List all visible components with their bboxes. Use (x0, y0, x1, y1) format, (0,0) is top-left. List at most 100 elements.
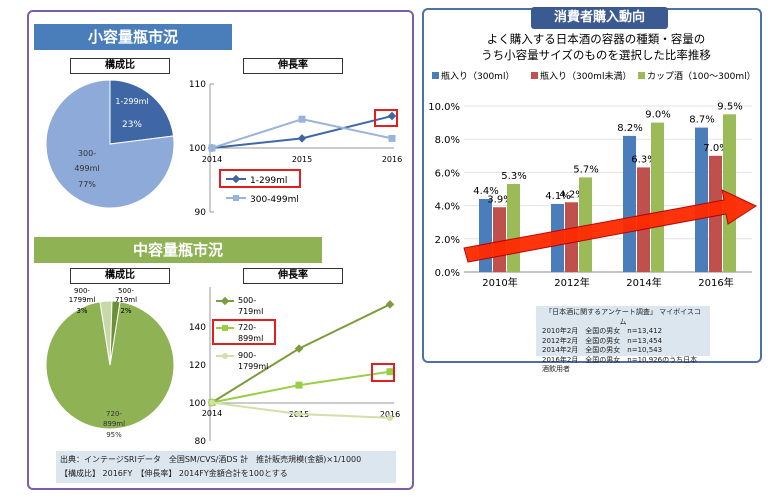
small-comp-label: 構成比 (70, 58, 170, 74)
y-tick-label: 4.0% (435, 202, 460, 213)
mid-legend-text-3a: 900- (238, 351, 256, 360)
bar-value-label: 4.2% (559, 189, 584, 200)
bar-value-label: 9.5% (717, 101, 742, 112)
line-point (387, 111, 397, 121)
mid-legend-marker-2 (222, 325, 228, 331)
x-tick-label: 2016年 (698, 276, 733, 289)
line-point (385, 300, 395, 309)
mid-legend-text-2b: 899ml (238, 334, 263, 343)
line-point (296, 411, 302, 418)
mid-legend-text-1b: 719ml (238, 307, 263, 316)
mid-legend-text-2a: 720- (238, 323, 256, 332)
consumer-title: 消費者購入動向 (531, 7, 668, 29)
bar-value-label: 9.0% (645, 110, 670, 121)
legend-swatch-1 (432, 72, 439, 79)
x-tick-label: 2014年 (626, 276, 661, 289)
bar-value-label: 8.7% (689, 115, 714, 126)
bar-value-label: 6.3% (631, 154, 656, 165)
small-pie-pct-1: 23% (122, 120, 142, 130)
y-tick-label: 10.0% (428, 102, 460, 113)
line-point (208, 144, 216, 152)
mid-legend-highlight (212, 319, 276, 345)
pie-slice-300-499ml (45, 79, 175, 209)
survey-note: 「日本酒に関するアンケート調査」 マイボイスコム 2010年2月 全国の男女 n… (536, 306, 710, 373)
mid-ytick-100: 100 (189, 399, 206, 409)
bar-value-label: 5.3% (501, 171, 526, 182)
pie-slice-1-299ml (109, 79, 175, 145)
bar-value-label: 4.4% (473, 186, 498, 197)
legend-text-1: 瓶入り（300ml） (441, 70, 514, 82)
small-bottle-title: 小容量瓶市況 (34, 24, 232, 50)
small-legend-highlight (219, 169, 301, 188)
mid-legend-marker-3 (222, 353, 228, 359)
bar-value-label: 8.2% (617, 123, 642, 134)
mid-pie-label-3a: 900- (74, 287, 90, 295)
small-highlight-box (374, 109, 398, 127)
line-point (387, 414, 393, 421)
consumer-chart-title-1: よく購入する日本酒の容器の種類・容量の (487, 32, 706, 46)
small-series-lines (207, 111, 397, 153)
small-ytick-90: 90 (195, 208, 207, 218)
pie-slice-720-899ml (45, 301, 175, 430)
x-tick-label: 2010年 (482, 276, 517, 289)
mid-xtick-2014: 2014 (202, 409, 222, 418)
mid-pie-label-1a: 500- (118, 287, 134, 295)
mid-ytick-120: 120 (189, 361, 206, 371)
source-note: 出典：インテージSRIデータ 全国SM/CVS/酒DS 計 推計販売規模(金額)… (56, 451, 396, 483)
small-legend-text-1: 1-299ml (250, 176, 287, 186)
mid-pie-label-2a: 720- (106, 410, 122, 418)
small-pie-label-2b: 499ml (74, 164, 99, 173)
mid-legend-marker-1 (220, 296, 230, 306)
small-pie-label-2a: 300- (78, 149, 96, 158)
line-point (386, 368, 394, 376)
line-point (297, 134, 307, 143)
mid-pie-label-2b: 899ml (103, 420, 125, 428)
y-tick-label: 0.0% (435, 268, 460, 279)
small-pie-slices (45, 79, 175, 209)
small-ytick-110: 110 (189, 80, 206, 90)
bar-value-label: 7.0% (703, 143, 728, 154)
line-point (388, 134, 396, 142)
legend-swatch-3 (638, 72, 645, 79)
line-point (209, 399, 215, 406)
mid-xtick-2016: 2016 (380, 410, 400, 419)
mid-pie-pct-3: 3% (76, 307, 87, 315)
legend-text-2: 瓶入り（300ml未満） (540, 70, 631, 82)
line-point (295, 381, 303, 389)
mid-pie-pct-1: 2% (120, 307, 131, 315)
mid-bottle-title: 中容量瓶市況 (34, 237, 322, 263)
bar (651, 122, 664, 272)
small-growth-label: 伸長率 (243, 58, 343, 74)
mid-line-chart: 140 120 100 80 2014 2015 2016 500- 719ml… (189, 287, 400, 447)
mid-growth-label: 伸長率 (243, 268, 343, 284)
small-legend-text-2: 300-499ml (250, 195, 299, 205)
mid-comp-label: 構成比 (70, 268, 170, 284)
survey-row: 2012年2月 全国の男女 n=13,454 (542, 336, 663, 345)
small-xtick-2015: 2015 (292, 155, 312, 164)
x-tick-label: 2012年 (554, 276, 589, 289)
mid-highlight-box (371, 363, 395, 382)
mid-pie-slices (45, 300, 175, 430)
small-xtick-2014: 2014 (202, 155, 222, 164)
mid-legend-text-3b: 1799ml (238, 362, 268, 371)
small-pie-label-1: 1-299ml (115, 97, 148, 106)
bar (695, 127, 708, 272)
survey-title: 「日本酒に関するアンケート調査」 マイボイスコム (545, 308, 701, 326)
bar (479, 198, 492, 272)
source-line-2: 【構成比】 2016FY 【伸長率】 2014FY金額合計を100とする (60, 469, 288, 478)
consumer-x-axis: 2010年 2012年 2014年 2016年 (482, 276, 733, 289)
small-legend-marker-1 (231, 174, 241, 184)
consumer-bar-chart: よく購入する日本酒の容器の種類・容量の うち小容量サイズのものを選択した比率推移… (428, 32, 758, 289)
line-point (298, 115, 306, 123)
trend-arrow (463, 189, 758, 263)
legend-swatch-2 (531, 72, 538, 79)
bar-value-label: 5.7% (573, 164, 598, 175)
mid-legend-text-1a: 500- (238, 296, 256, 305)
consumer-bars: 4.4%3.9% 5.3% 4.1%4.2% 5.7% 8.2% 6.3% 9.0% 8.7%… (473, 101, 743, 272)
legend-text-3: カップ酒（100～300ml） (647, 71, 756, 82)
mid-pie-pct-2: 95% (106, 431, 122, 439)
y-tick-label: 8.0% (435, 135, 460, 146)
bar (507, 184, 520, 272)
small-legend-marker-2 (233, 195, 239, 201)
line-point (294, 344, 304, 353)
